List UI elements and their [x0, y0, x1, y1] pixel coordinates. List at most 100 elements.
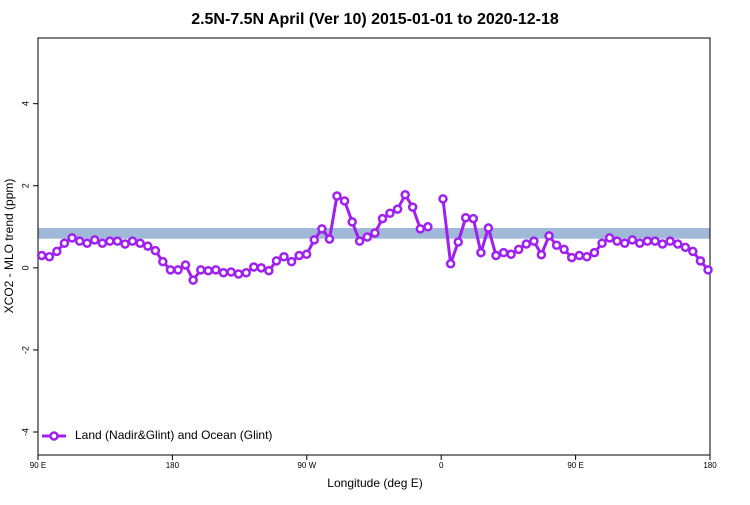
x-tick-label: 180	[166, 461, 180, 470]
data-point	[672, 239, 683, 249]
data-point	[445, 258, 456, 269]
data-point	[415, 224, 426, 234]
y-tick-label: 0	[20, 265, 30, 270]
data-point	[196, 265, 206, 275]
data-point	[491, 250, 501, 261]
y-tick-label: -2	[20, 346, 30, 354]
data-point	[44, 252, 55, 262]
data-point	[332, 191, 342, 201]
data-point	[597, 238, 607, 248]
data-point	[150, 245, 161, 256]
data-point	[105, 236, 115, 246]
data-point	[582, 252, 592, 262]
data-point	[551, 240, 562, 251]
x-axis-label: Longitude (deg E)	[327, 476, 422, 490]
data-point	[559, 244, 569, 255]
data-point	[67, 233, 77, 243]
x-tick-label: 0	[439, 461, 444, 470]
data-point	[695, 256, 706, 266]
data-point	[635, 238, 645, 248]
data-point	[476, 247, 486, 258]
data-point	[271, 256, 282, 266]
legend-label: Land (Nadir&Glint) and Ocean (Glint)	[75, 428, 272, 442]
data-point	[627, 235, 638, 245]
data-point	[483, 223, 494, 233]
data-point	[506, 249, 516, 260]
data-point	[97, 238, 108, 248]
data-point	[589, 247, 600, 258]
data-point	[324, 234, 335, 244]
data-point	[233, 269, 244, 279]
data-point	[703, 265, 713, 275]
data-point	[392, 204, 403, 214]
data-point	[226, 267, 236, 277]
y-tick-label: 4	[20, 101, 30, 106]
data-point	[249, 262, 259, 272]
data-point	[688, 246, 698, 257]
data-point	[468, 213, 479, 224]
data-point	[339, 196, 350, 206]
x-tick-label: 90 E	[30, 461, 46, 470]
data-point	[158, 256, 168, 267]
data-point	[400, 190, 410, 200]
x-tick-label: 180	[703, 461, 717, 470]
data-point	[112, 236, 123, 246]
data-point	[521, 239, 532, 249]
data-point	[407, 202, 418, 212]
data-point	[642, 236, 653, 246]
data-point	[173, 265, 183, 275]
data-point	[36, 250, 47, 261]
data-point	[612, 236, 622, 246]
data-point	[211, 265, 221, 275]
data-point	[143, 241, 153, 251]
data-point	[574, 250, 585, 261]
data-point	[218, 268, 229, 278]
data-point	[301, 249, 312, 260]
data-point	[347, 217, 357, 227]
data-point	[680, 242, 691, 253]
data-point	[203, 265, 213, 276]
y-tick-label: -4	[20, 428, 30, 436]
data-point	[619, 238, 630, 248]
data-point	[438, 194, 448, 204]
data-point	[566, 252, 577, 263]
data-point	[286, 256, 297, 267]
y-tick-label: 2	[20, 183, 30, 188]
data-point	[362, 232, 373, 242]
data-point	[241, 268, 251, 278]
data-point	[513, 244, 524, 255]
data-point	[294, 250, 304, 261]
data-point	[657, 239, 668, 249]
data-point	[52, 246, 62, 257]
data-point	[498, 247, 509, 258]
data-point	[309, 235, 320, 245]
data-point	[120, 239, 130, 249]
legend-marker	[49, 431, 59, 441]
data-point	[82, 238, 92, 248]
data-point	[370, 228, 380, 238]
x-tick-label: 90 W	[297, 461, 316, 470]
data-point	[89, 235, 100, 245]
data-point	[460, 213, 471, 223]
data-point	[385, 208, 395, 219]
chart-title: 2.5N-7.5N April (Ver 10) 2015-01-01 to 2…	[191, 11, 559, 28]
x-tick-label: 90 E	[567, 461, 583, 470]
data-point	[529, 236, 539, 246]
data-point	[59, 238, 70, 248]
plot-frame	[37, 37, 711, 456]
data-point	[74, 236, 85, 246]
data-point	[279, 252, 289, 262]
data-point	[544, 231, 554, 241]
data-point	[127, 236, 138, 246]
data-point	[453, 237, 463, 247]
data-point	[650, 236, 660, 246]
data-point	[536, 249, 547, 260]
data-point	[377, 213, 388, 224]
data-point	[317, 224, 327, 234]
data-point	[256, 263, 267, 273]
data-point	[423, 222, 433, 232]
data-point	[165, 265, 176, 275]
data-point	[354, 236, 365, 246]
data-point	[135, 238, 145, 248]
